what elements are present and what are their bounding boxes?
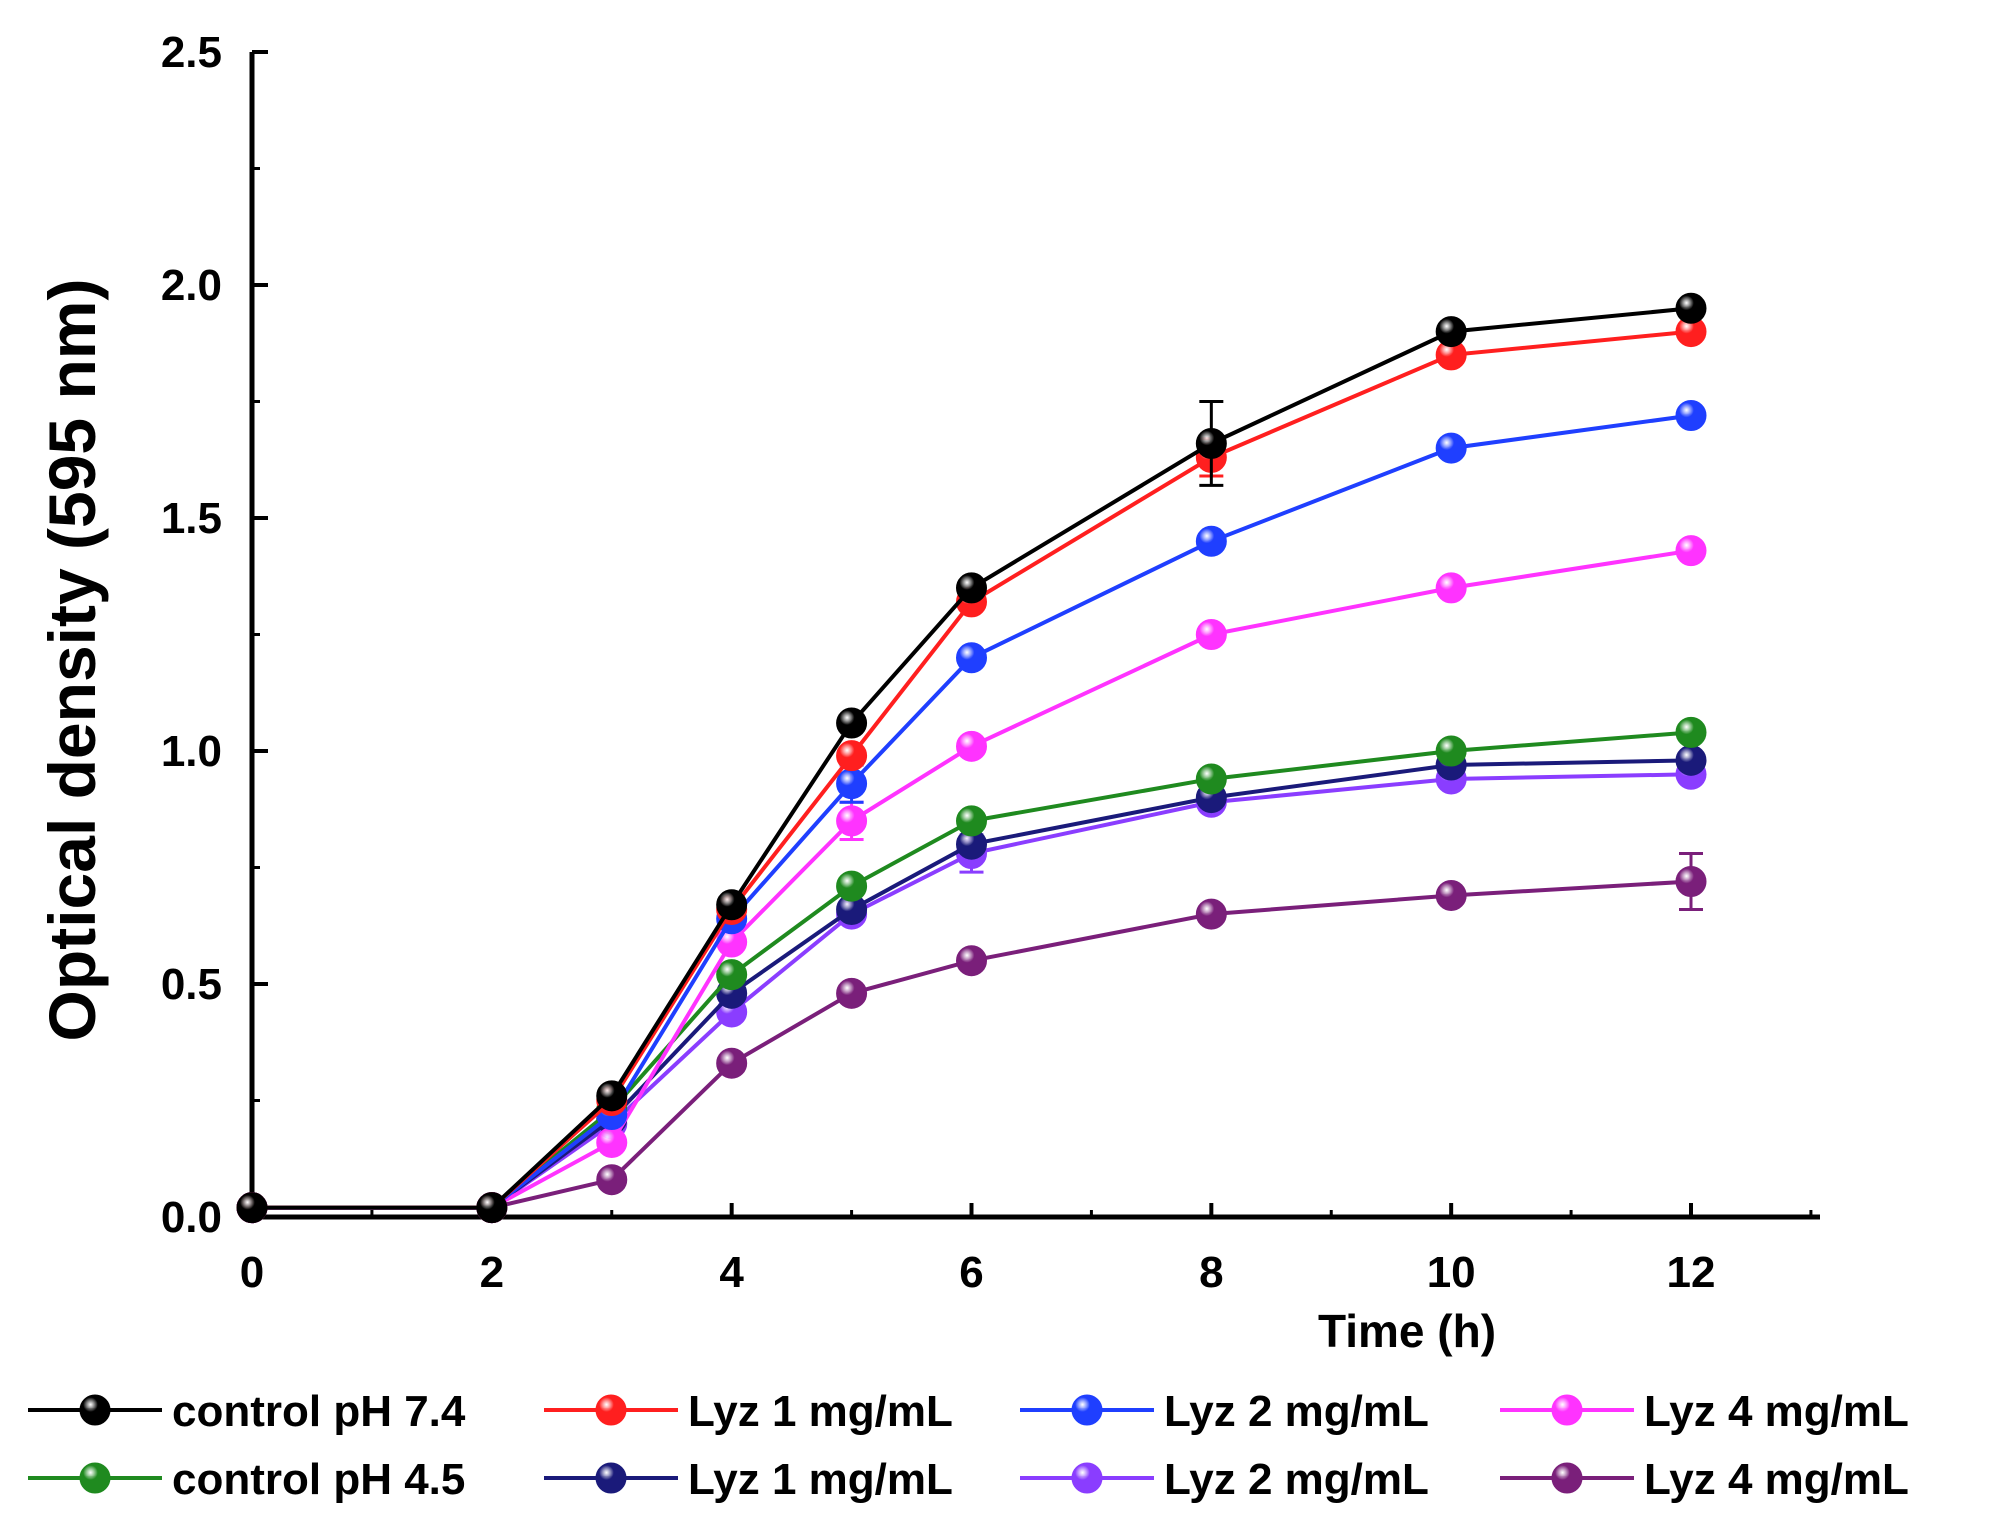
y-tick-label: 0.0 <box>161 1193 222 1242</box>
data-point <box>836 707 868 739</box>
data-point <box>596 1126 628 1158</box>
legend-label: Lyz 2 mg/mL <box>1164 1387 1429 1436</box>
data-point <box>1675 716 1707 748</box>
data-point <box>1675 535 1707 567</box>
data-point <box>1675 399 1707 431</box>
y-ticks: 0.0 0.5 1.0 1.5 2.0 2.5 <box>161 28 268 1242</box>
data-point <box>956 730 987 762</box>
data-point <box>236 1192 268 1224</box>
legend: control pH 7.4 Lyz 1 mg/mL Lyz 2 mg/mL Lyz … <box>28 1387 1909 1504</box>
data-point <box>596 1164 628 1196</box>
legend-label: control pH 4.5 <box>172 1455 465 1504</box>
legend-swatch-marker <box>1071 1394 1103 1426</box>
series-layer <box>236 292 1707 1224</box>
data-point <box>596 1080 628 1112</box>
series-line <box>252 329 1692 1210</box>
legend-swatch-marker <box>595 1462 627 1494</box>
data-point <box>1195 619 1227 650</box>
data-point <box>1195 763 1227 795</box>
data-point <box>956 572 987 604</box>
data-point <box>716 889 748 921</box>
data-point <box>836 977 868 1009</box>
series-4 <box>236 535 1707 1224</box>
series-8 <box>236 852 1707 1224</box>
legend-item: control pH 4.5 <box>28 1455 465 1504</box>
data-point <box>1675 744 1707 776</box>
legend-item: Lyz 4 mg/mL <box>1500 1387 1909 1436</box>
data-point <box>836 870 868 902</box>
legend-swatch-marker <box>1551 1394 1583 1426</box>
x-ticks: 0 2 4 6 8 10 12 <box>240 1203 1813 1297</box>
legend-label: Lyz 4 mg/mL <box>1644 1455 1909 1504</box>
legend-label: control pH 7.4 <box>172 1387 466 1436</box>
legend-label: Lyz 2 mg/mL <box>1164 1455 1429 1504</box>
legend-swatch-marker <box>79 1394 111 1426</box>
data-point <box>716 1047 748 1079</box>
legend-swatch-marker <box>79 1462 111 1494</box>
data-point <box>1435 572 1467 604</box>
data-point <box>836 805 868 837</box>
data-point <box>1435 432 1467 464</box>
legend-label: Lyz 4 mg/mL <box>1644 1387 1909 1436</box>
data-point <box>716 959 748 991</box>
x-tick-label: 0 <box>240 1248 264 1297</box>
x-tick-label: 8 <box>1199 1248 1223 1297</box>
data-point <box>836 740 868 772</box>
legend-item: Lyz 2 mg/mL <box>1020 1387 1429 1436</box>
data-point <box>1435 316 1467 348</box>
legend-item: Lyz 4 mg/mL <box>1500 1455 1909 1504</box>
x-tick-label: 12 <box>1667 1248 1716 1297</box>
legend-swatch-marker <box>1071 1462 1103 1494</box>
y-tick-label: 2.0 <box>161 261 222 310</box>
legend-item: Lyz 1 mg/mL <box>544 1387 953 1436</box>
x-tick-label: 4 <box>719 1248 744 1297</box>
x-tick-label: 6 <box>959 1248 983 1297</box>
legend-label: Lyz 1 mg/mL <box>688 1455 953 1504</box>
data-point <box>1435 735 1467 767</box>
data-point <box>1435 879 1467 911</box>
data-point <box>1195 898 1227 930</box>
data-point <box>1195 427 1227 459</box>
data-point <box>956 805 987 837</box>
y-tick-label: 1.0 <box>161 727 222 776</box>
data-point <box>956 642 987 674</box>
y-tick-label: 0.5 <box>161 960 222 1009</box>
legend-item: Lyz 2 mg/mL <box>1020 1455 1429 1504</box>
legend-swatch-marker <box>595 1394 627 1426</box>
data-point <box>1675 865 1707 897</box>
series-line <box>252 879 1692 1210</box>
data-point <box>1195 525 1227 557</box>
data-point <box>1675 292 1707 324</box>
y-tick-label: 2.5 <box>161 28 222 77</box>
axes <box>249 52 1820 1220</box>
y-axis-title: Optical density (595 nm) <box>35 279 109 1042</box>
series-1 <box>236 292 1707 1224</box>
data-point <box>836 768 868 800</box>
legend-item: control pH 7.4 <box>28 1387 466 1436</box>
x-axis-title: Time (h) <box>1318 1305 1496 1357</box>
data-point <box>476 1192 508 1224</box>
legend-item: Lyz 1 mg/mL <box>544 1455 953 1504</box>
x-tick-label: 2 <box>480 1248 504 1297</box>
legend-swatch-marker <box>1551 1462 1583 1494</box>
x-tick-label: 10 <box>1427 1248 1476 1297</box>
series-2 <box>236 316 1707 1224</box>
data-point <box>956 945 987 977</box>
y-tick-label: 1.5 <box>161 494 222 543</box>
legend-label: Lyz 1 mg/mL <box>688 1387 953 1436</box>
